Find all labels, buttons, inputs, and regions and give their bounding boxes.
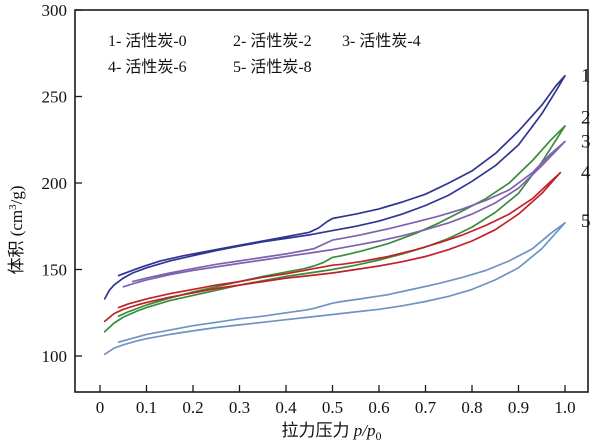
curve-3-活性炭-4 [122,140,566,288]
x-tick-label-2: 0.2 [182,398,203,417]
x-tick-label-4: 0.4 [275,398,297,417]
y-tick-label-2: 200 [42,174,68,193]
legend-item-3: 3- 活性炭-4 [342,32,421,50]
curve-number-label-2: 2 [581,107,591,128]
legend-item-4: 4- 活性炭-6 [108,58,187,76]
y-tick-label-1: 150 [42,261,68,280]
x-tick-label-9: 0.9 [508,398,529,417]
legend-item-1: 1- 活性炭-0 [108,32,187,50]
curve-number-label-5: 5 [581,211,591,232]
y-axis-title: 体积 (cm3/g) [7,185,26,274]
curve-number-label-3: 3 [581,131,591,152]
legend-item-5: 5- 活性炭-8 [233,58,312,76]
curve-1-活性炭-0 [103,74,566,300]
x-tick-label-8: 0.8 [461,398,482,417]
y-tick-label-3: 250 [42,88,68,107]
x-tick-label-3: 0.3 [229,398,250,417]
legend-item-2: 2- 活性炭-2 [233,32,312,50]
x-tick-label-1: 0.1 [136,398,157,417]
curve-5-活性炭-8 [103,221,566,356]
x-tick-label-6: 0.6 [368,398,389,417]
x-tick-label-7: 0.7 [415,398,437,417]
x-tick-label-10: 1.0 [554,398,575,417]
y-tick-label-0: 100 [42,347,68,366]
plot-frame [74,9,589,393]
curve-2-活性炭-2 [103,125,566,333]
curve-number-label-4: 4 [581,163,591,184]
curve-number-label-1: 1 [581,66,591,87]
x-axis-title: 拉力压力 p/p0 [282,421,382,443]
y-tick-label-4: 300 [42,1,68,20]
x-tick-label-5: 0.5 [322,398,343,417]
curve-4-活性炭-6 [103,171,562,323]
x-tick-label-0: 0 [96,398,105,417]
